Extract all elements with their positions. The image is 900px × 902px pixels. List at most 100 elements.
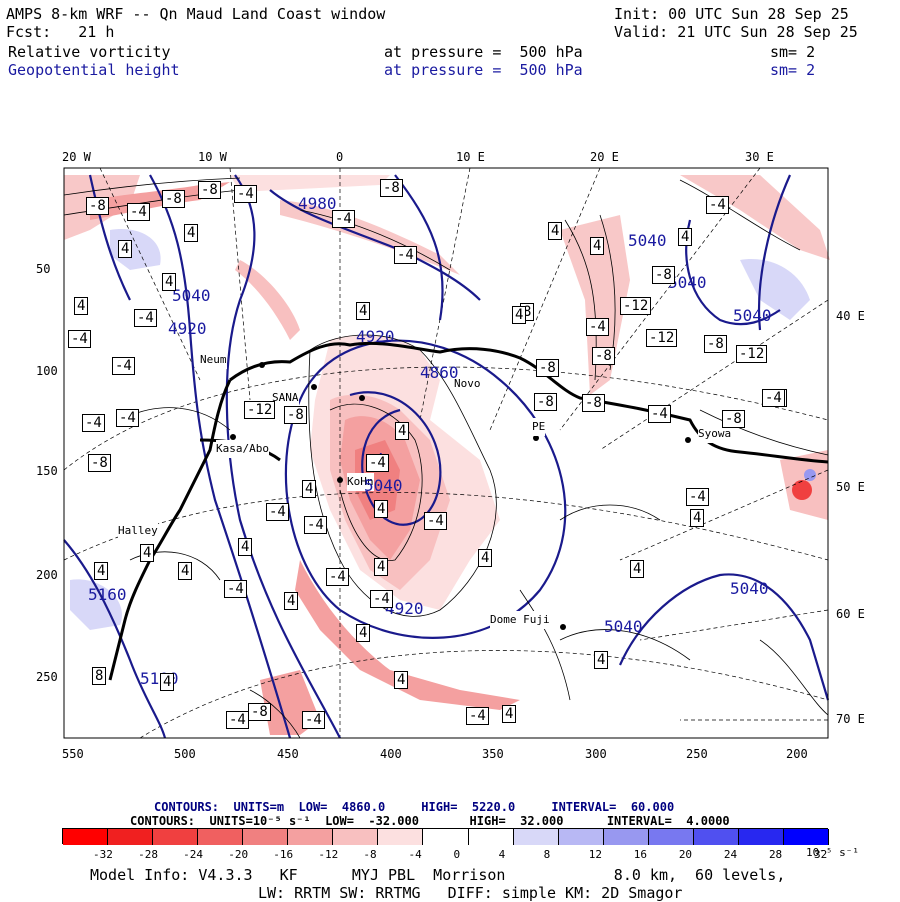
- station-label: Syowa: [698, 425, 732, 443]
- colorbar-swatch: [378, 829, 424, 845]
- vorticity-label: -4: [224, 580, 247, 598]
- vorticity-label: -4: [127, 203, 150, 221]
- vorticity-label: -12: [646, 329, 678, 347]
- x-tick-label: 350: [482, 747, 504, 761]
- vorticity-label: -4: [706, 196, 729, 214]
- y-tick-label: 150: [36, 464, 58, 478]
- colorbar-swatch: [288, 829, 334, 845]
- vorticity-label: 4: [374, 500, 389, 518]
- vorticity-label: 4: [590, 237, 605, 255]
- height-label: 5040: [668, 273, 707, 292]
- vorticity-label: 4: [284, 592, 299, 610]
- model-info: Model Info: V4.3.3 KF MYJ PBL Morrison 8…: [90, 866, 785, 902]
- vorticity-label: 4: [548, 222, 563, 240]
- vorticity-label: -4: [586, 318, 609, 336]
- vorticity-contour-info: CONTOURS: UNITS=10⁻⁵ s⁻¹ LOW= -32.000 HI…: [130, 814, 730, 828]
- vorticity-label: -8: [162, 190, 185, 208]
- vorticity-label: 4: [478, 549, 493, 567]
- height-contour-info: CONTOURS: UNITS=m LOW= 4860.0 HIGH= 5220…: [154, 800, 675, 814]
- vorticity-label: -4: [304, 516, 327, 534]
- station-label: Neum: [200, 351, 227, 369]
- colorbar-tick-label: 24: [723, 848, 738, 861]
- vorticity-label: -12: [244, 401, 276, 419]
- vorticity-label: -4: [234, 185, 257, 203]
- colorbar-swatch: [63, 829, 109, 845]
- colorbar-tick-label: -4: [408, 848, 422, 861]
- colorbar-swatch: [603, 829, 649, 845]
- field1-name: Relative vorticity: [8, 43, 171, 61]
- y-tick-label: 200: [36, 568, 58, 582]
- vorticity-label: -8: [284, 406, 307, 424]
- height-label: 5040: [172, 286, 211, 305]
- colorbar-swatch: [783, 829, 829, 845]
- lon-label-top: 10 W: [198, 150, 227, 164]
- model-title: AMPS 8-km WRF -- Qn Maud Land Coast wind…: [6, 5, 386, 23]
- model-info-line1: Model Info: V4.3.3 KF MYJ PBL Morrison 8…: [90, 866, 786, 884]
- colorbar-tick-label: 32: [814, 848, 828, 861]
- colorbar-swatch: [513, 829, 559, 845]
- lon-label-right: 70 E: [836, 712, 865, 726]
- x-tick-label: 300: [585, 747, 607, 761]
- height-label: 5040: [730, 579, 769, 598]
- station-label: KoHn: [347, 473, 374, 491]
- vorticity-label: -8: [536, 359, 559, 377]
- vorticity-label: -8: [652, 266, 675, 284]
- y-tick-label: 250: [36, 670, 58, 684]
- lon-label-top: 20 E: [590, 150, 619, 164]
- vorticity-label: 8: [92, 667, 107, 685]
- lon-label-top: 10 E: [456, 150, 485, 164]
- vorticity-label: -8: [592, 347, 615, 365]
- x-tick-label: 400: [380, 747, 402, 761]
- y-tick-label: 100: [36, 364, 58, 378]
- station-label: SANA: [272, 389, 299, 407]
- vorticity-label: -4: [82, 414, 105, 432]
- vorticity-label: -4: [302, 711, 325, 729]
- height-label: 5040: [364, 476, 403, 495]
- x-tick-label: 450: [277, 747, 299, 761]
- colorbar-tick-label: -8: [363, 848, 377, 861]
- station-label: Novo: [454, 375, 481, 393]
- vorticity-label: 4: [690, 509, 705, 527]
- field2-smoothing: sm= 2: [770, 61, 816, 79]
- vorticity-label: -8: [534, 393, 557, 411]
- field1-level: at pressure = 500 hPa: [384, 43, 583, 61]
- vorticity-label: 4: [395, 422, 410, 440]
- vorticity-label: -4: [648, 405, 671, 423]
- colorbar-tick-label: 28: [768, 848, 783, 861]
- height-label: 5040: [733, 306, 772, 325]
- height-label: 4860: [420, 363, 459, 382]
- field1-smoothing: sm= 2: [770, 43, 816, 61]
- vorticity-label: -8: [722, 410, 745, 428]
- height-label: 5040: [604, 617, 643, 636]
- vorticity-label: -4: [68, 330, 91, 348]
- colorbar-unit: 10⁻⁵ s⁻¹: [806, 846, 859, 859]
- vorticity-label: -4: [762, 389, 785, 407]
- plot-frame: [63, 167, 829, 739]
- vorticity-label: 4: [502, 705, 517, 723]
- y-tick-label: 50: [36, 262, 51, 276]
- colorbar-swatch: [333, 829, 379, 845]
- model-info-line2: LW: RRTM SW: RRTMG DIFF: simple KM: 2D S…: [258, 884, 683, 902]
- vorticity-label: -4: [424, 512, 447, 530]
- vorticity-label: -4: [394, 246, 417, 264]
- height-label: 4920: [385, 599, 424, 618]
- colorbar-swatch: [423, 829, 469, 845]
- vorticity-label: -4: [266, 503, 289, 521]
- colorbar-swatch: [153, 829, 199, 845]
- colorbar-swatch: [648, 829, 694, 845]
- colorbar-swatch: [243, 829, 289, 845]
- vorticity-label: 4: [74, 297, 89, 315]
- field2-name: Geopotential height: [8, 61, 180, 79]
- colorbar-tick-label: 16: [633, 848, 647, 861]
- colorbar-tick-label: -28: [138, 848, 158, 861]
- x-tick-label: 250: [686, 747, 708, 761]
- vorticity-label: 4: [162, 273, 177, 291]
- vorticity-label: -4: [116, 409, 139, 427]
- vorticity-label: 4: [630, 560, 645, 578]
- vorticity-label: -8: [86, 197, 109, 215]
- lon-label-right: 60 E: [836, 607, 865, 621]
- vorticity-label: 4: [178, 562, 193, 580]
- height-label: 4920: [356, 327, 395, 346]
- vorticity-label: -4: [112, 357, 135, 375]
- colorbar-swatch: [468, 829, 514, 845]
